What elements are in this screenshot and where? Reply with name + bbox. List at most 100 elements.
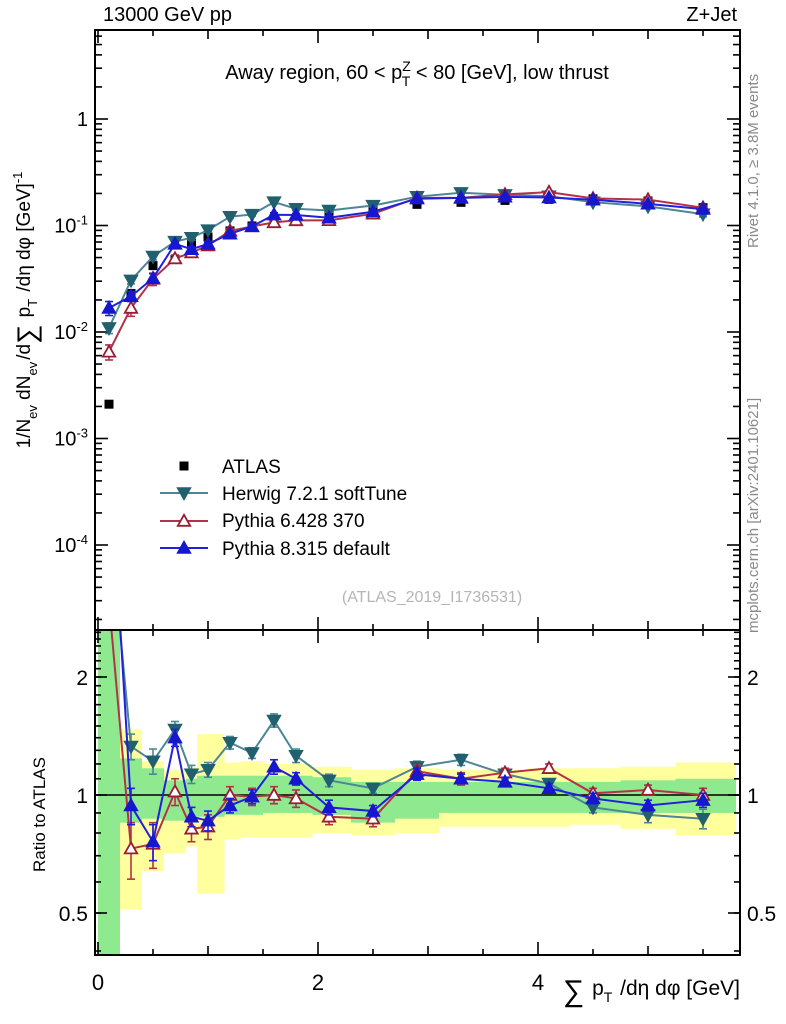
marker-triangle-up [123, 797, 139, 812]
x-axis-title: ∑ pT /dη dφ [GeV] [563, 975, 740, 1008]
x-tick-label: 2 [312, 970, 324, 995]
x-tick-label: 4 [532, 970, 544, 995]
marker-triangle-down [183, 768, 200, 783]
mcplots-arxiv-note: mcplots.cern.ch [arXiv:2401.10621] [745, 397, 762, 633]
rivet-version-note: Rivet 4.1.0, ≥ 3.8M events [745, 73, 762, 248]
marker-triangle-up [266, 214, 282, 229]
marker-triangle-up [640, 797, 656, 812]
ratio-tick-label-left: 1 [76, 785, 88, 808]
marker-triangle-up [288, 206, 304, 221]
marker-triangle-down [145, 250, 161, 265]
marker-triangle-up [200, 812, 216, 827]
uncertainty-bands [98, 630, 736, 955]
marker-triangle-up [453, 189, 469, 204]
marker-triangle-up [409, 766, 425, 780]
main-panel-frame [94, 29, 741, 631]
marker-triangle-up [145, 833, 161, 848]
axis-labels: 0 2 4 1 10-1 10-2 10-3 10-4 2 2 1 1 0.5 0.5 Away regio… [10, 58, 776, 1008]
series-pythia8-line [108, 195, 704, 309]
marker-triangle-up [541, 760, 557, 774]
marker-triangle-up [244, 218, 260, 233]
marker-triangle-up [167, 250, 183, 265]
marker-triangle-down [183, 231, 200, 246]
marker-triangle-up [453, 770, 469, 785]
marker-triangle-up [123, 299, 139, 314]
marker-triangle-up [266, 206, 282, 221]
analysis-id-watermark: (ATLAS_2019_I1736531) [341, 589, 523, 606]
ratio-tick-label-left: 0.5 [59, 903, 88, 926]
marker-triangle-up [321, 799, 337, 814]
ratio-y-axis-title: Ratio to ATLAS [30, 757, 49, 872]
ratio-tick-label-right: 0.5 [747, 903, 776, 926]
legend-label-pythia8: Pythia 8.315 default [222, 539, 391, 560]
y-tick-label: 10-3 [54, 426, 88, 451]
marker-triangle-down [101, 322, 117, 336]
marker-triangle-up [266, 786, 282, 801]
band-green [186, 778, 197, 819]
y-tick-label: 10-1 [54, 213, 88, 238]
marker-triangle-up [640, 195, 656, 210]
y-tick-label: 10-2 [54, 319, 88, 344]
marker-triangle-up [266, 758, 282, 773]
marker-triangle-down [145, 755, 161, 770]
plot-title: Away region, 60 < pZ T < 80 [GeV], low th… [225, 58, 609, 89]
marker-triangle-up [222, 225, 238, 240]
header-process: Z+Jet [686, 4, 737, 26]
main-panel-series [101, 184, 711, 409]
marker-triangle-up [585, 191, 601, 206]
marker-triangle-up [695, 201, 711, 215]
marker-triangle-down [695, 813, 711, 827]
ratio-tick-label-right: 1 [747, 785, 759, 808]
marker-square [104, 399, 114, 409]
marker-triangle-up [167, 729, 183, 744]
legend-label-atlas: ATLAS [222, 457, 281, 478]
marker-triangle-down [321, 774, 337, 789]
marker-triangle-down [176, 487, 192, 502]
ratio-tick-label-right: 2 [747, 667, 759, 690]
marker-triangle-up [585, 790, 601, 805]
legend-markers [160, 461, 208, 554]
series-herwig-main [101, 187, 711, 336]
marker-triangle-up [183, 808, 200, 823]
marker-triangle-up [222, 797, 238, 812]
series-pythia8-ratio [119, 630, 711, 862]
y-tick-label: 10-4 [54, 532, 88, 557]
marker-triangle-down [244, 747, 260, 762]
series-pythia6-line [108, 191, 704, 353]
marker-triangle-down [244, 208, 260, 223]
legend-label-pythia6: Pythia 6.428 370 [222, 511, 365, 532]
marker-square [179, 461, 189, 471]
marker-triangle-down [200, 764, 216, 778]
series-herwig-line [108, 191, 704, 329]
band-green [98, 630, 120, 955]
marker-triangle-down [453, 754, 469, 768]
marker-triangle-down [266, 196, 282, 211]
main-y-axis-title: 1/Nev dNev/d∑ pT /dη dφ [GeV]-1 [10, 172, 42, 449]
marker-triangle-up [321, 808, 337, 823]
marker-triangle-up [145, 270, 161, 285]
marker-triangle-up [123, 288, 139, 303]
marker-triangle-up [321, 209, 337, 224]
header-beam-energy: 13000 GeV pp [103, 4, 232, 26]
marker-triangle-up [640, 781, 656, 796]
marker-triangle-down [200, 224, 216, 239]
ratio-tick-label-left: 2 [76, 667, 88, 690]
marker-triangle-up [167, 235, 183, 250]
marker-triangle-down [266, 714, 282, 729]
series-pythia8-main [101, 188, 711, 317]
series-atlas [104, 194, 708, 409]
marker-triangle-up [200, 235, 216, 250]
marker-triangle-up [497, 188, 513, 203]
marker-triangle-down [222, 736, 238, 751]
series-pythia6-main [101, 184, 711, 361]
marker-triangle-up [695, 792, 711, 806]
band-green [439, 781, 483, 813]
legend: ATLAS Herwig 7.2.1 softTune Pythia 6.428… [160, 457, 407, 560]
marker-triangle-up [176, 539, 192, 554]
marker-triangle-up [541, 189, 557, 204]
marker-triangle-down [288, 749, 304, 764]
ratio-panel-frame [94, 629, 741, 956]
x-tick-label: 0 [92, 970, 104, 995]
marker-triangle-up [365, 810, 381, 825]
